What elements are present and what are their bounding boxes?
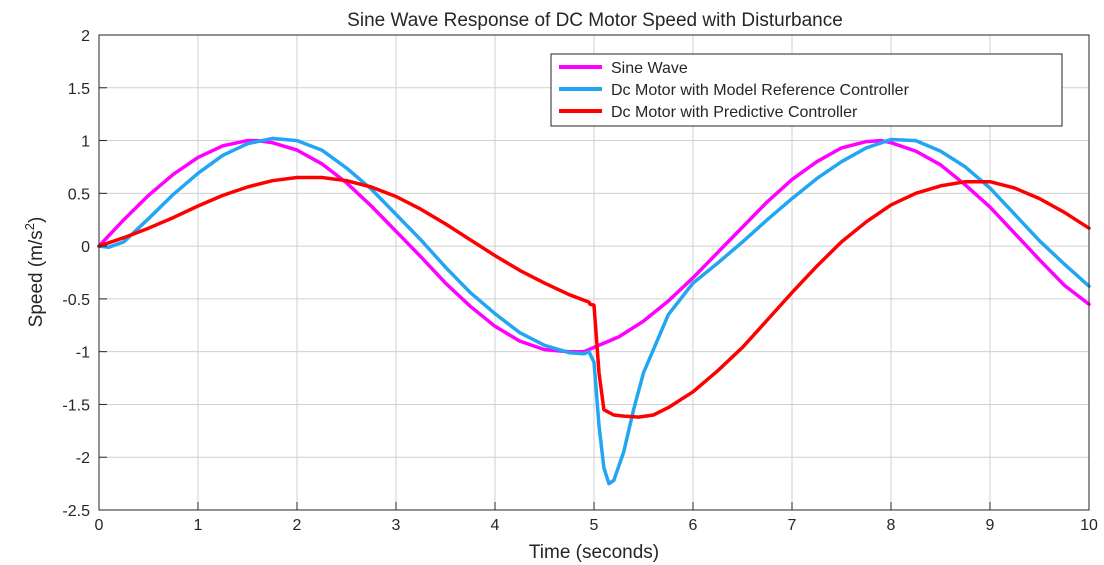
x-tick-label: 9	[986, 517, 995, 534]
y-tick-label: -0.5	[62, 292, 90, 309]
legend-label-predictive: Dc Motor with Predictive Controller	[611, 104, 858, 121]
y-tick-label: 1.5	[68, 81, 90, 98]
y-axis-label: Speed (m/s2)	[22, 217, 47, 328]
x-axis-label: Time (seconds)	[529, 542, 659, 563]
x-tick-label: 4	[491, 517, 500, 534]
axis-ticks: 0 1 2 3 4 5 6 7 8 9 10 -2.5 -2 -1.5 -1 -0.5 0 0.5 1 1.5 2	[62, 28, 1098, 534]
series-line-model-reference	[97, 136, 1091, 486]
chart-title: Sine Wave Response of DC Motor Speed wit…	[347, 10, 843, 31]
series-lines	[97, 136, 1091, 486]
y-tick-label: -1	[76, 345, 90, 362]
y-tick-label: -2	[76, 450, 90, 467]
x-tick-label: 6	[689, 517, 698, 534]
x-tick-label: 7	[788, 517, 797, 534]
x-tick-label: 3	[392, 517, 401, 534]
legend-box	[550, 53, 1063, 127]
y-axis-label-superscript: 2	[22, 223, 37, 230]
y-axis-label-end: )	[26, 217, 47, 223]
x-tick-label: 5	[590, 517, 599, 534]
y-tick-label: 0.5	[68, 186, 90, 203]
legend-entries: Sine Wave Dc Motor with Model Reference C…	[559, 60, 910, 121]
y-tick-label: 0	[81, 239, 90, 256]
y-tick-label: -2.5	[62, 503, 90, 520]
x-tick-label: 8	[887, 517, 896, 534]
y-tick-label: 2	[81, 28, 90, 45]
legend-label-model-reference: Dc Motor with Model Reference Controller	[611, 82, 910, 99]
x-tick-label: 10	[1080, 517, 1098, 534]
y-tick-label: 1	[81, 134, 90, 151]
legend: Sine Wave Dc Motor with Model Reference C…	[550, 53, 1063, 127]
series-line-predictive	[97, 175, 1091, 419]
x-tick-label: 1	[194, 517, 203, 534]
y-axis-label-base: Speed (m/s	[26, 230, 47, 327]
x-tick-label: 2	[293, 517, 302, 534]
x-tick-label: 0	[95, 517, 104, 534]
legend-label-sine-wave: Sine Wave	[611, 60, 688, 77]
y-tick-label: -1.5	[62, 397, 90, 414]
